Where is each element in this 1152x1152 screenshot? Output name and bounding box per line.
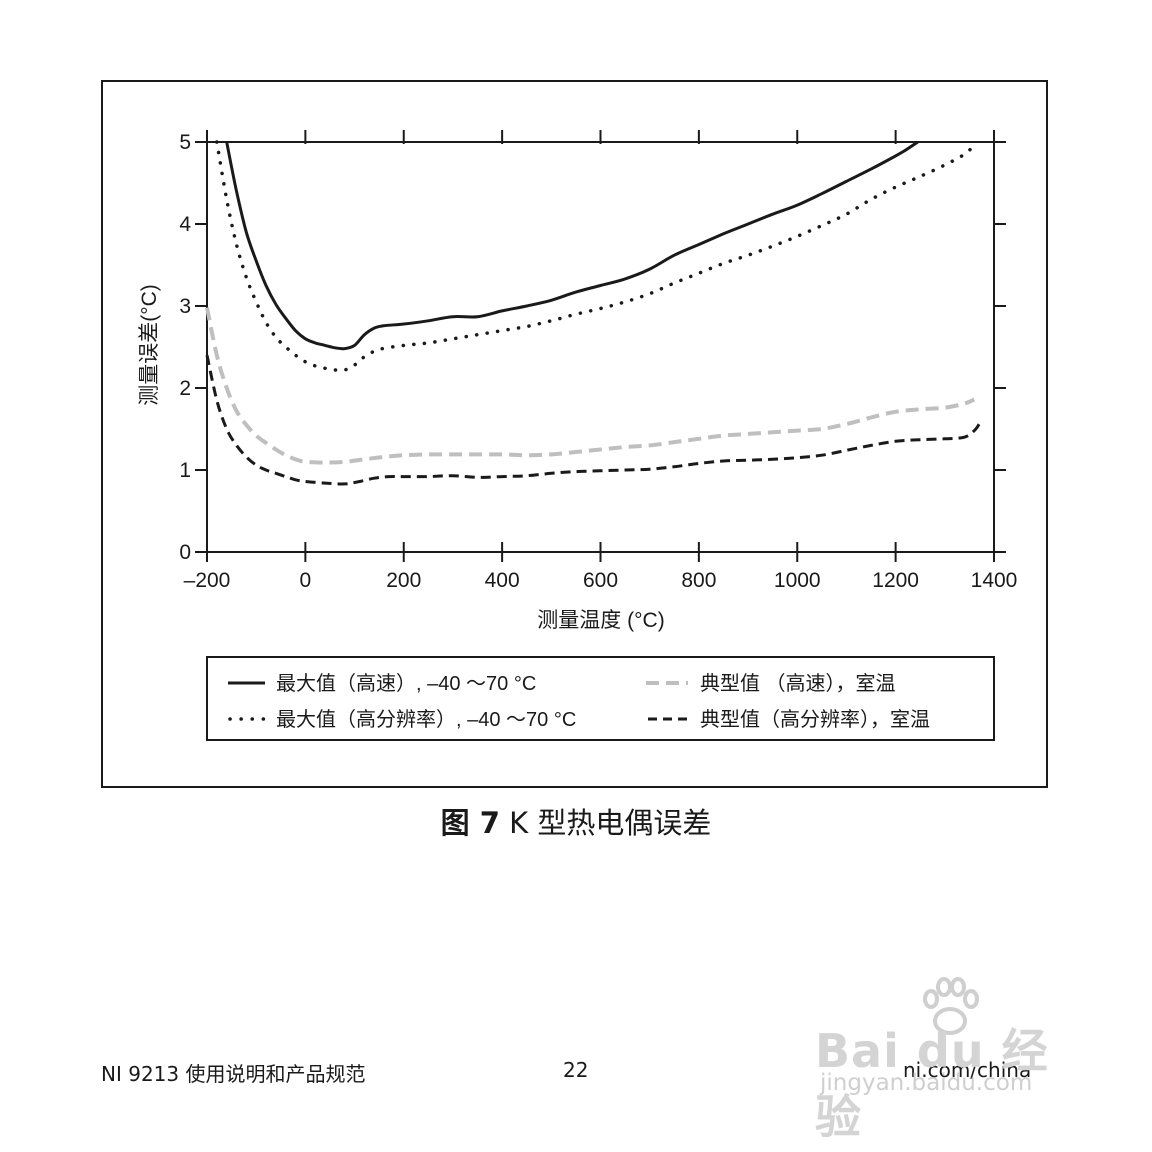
figure-label: 图 7 [440, 806, 500, 840]
figure-caption: 图 7 K 型热电偶误差 [0, 800, 1152, 842]
y-axis-ticks: 0 1 2 3 4 5 [179, 131, 1006, 564]
footer-doc-title: NI 9213 使用说明和产品规范 [101, 1062, 366, 1086]
watermark: Bai du 经验 jingyan.baidu.com [815, 975, 1085, 1144]
legend-label-max-high-speed: 最大值（高速）, –40 ～70 °C [276, 672, 536, 695]
chart-axes [195, 141, 1006, 553]
y-tick-label: 5 [179, 131, 191, 154]
legend: 最大值（高速）, –40 ～70 °C 最大值（高分辨率）, –40 ～70 °… [206, 656, 995, 741]
x-tick-label: 1400 [971, 569, 1018, 592]
legend-label-typ-high-speed: 典型值 （高速），室温 [700, 672, 896, 695]
series-typ-high-res [205, 354, 981, 486]
x-tick-label: 800 [681, 569, 716, 592]
x-tick-label: 400 [485, 569, 520, 592]
y-tick-label: 0 [179, 541, 191, 564]
y-tick-label: 4 [179, 213, 191, 236]
footer-site: ni.com/china [903, 1058, 1032, 1082]
series-max-high-speed [225, 140, 919, 351]
x-tick-label: 1200 [872, 569, 919, 592]
x-tick-label: 0 [300, 569, 312, 592]
y-tick-label: 3 [179, 295, 191, 318]
watermark-logo: Bai du 经验 [815, 1024, 1049, 1144]
x-axis-label: 测量温度 (°C) [537, 609, 664, 632]
watermark-url: jingyan.baidu.com [820, 1070, 1033, 1096]
legend-box [206, 656, 995, 741]
x-axis-ticks: –200 0 200 400 600 800 1000 1200 1400 [184, 130, 1018, 592]
figure-title: K 型热电偶误差 [509, 806, 712, 840]
y-axis-label: 测量误差(°C) [138, 284, 161, 406]
x-tick-label: –200 [184, 569, 231, 592]
legend-label-max-high-res: 最大值（高分辨率）, –40 ～70 °C [276, 708, 576, 731]
figure-frame [101, 80, 1048, 788]
k-type-error-chart: –200 0 200 400 600 800 1000 1200 1400 0 1 2 3 4 5 测量温… [138, 130, 1018, 741]
x-tick-label: 200 [386, 569, 421, 592]
legend-label-typ-high-res: 典型值（高分辨率），室温 [700, 708, 930, 731]
footer-page-number: 22 [563, 1058, 589, 1082]
x-tick-label: 1000 [774, 569, 821, 592]
x-tick-label: 600 [583, 569, 618, 592]
series-typ-high-speed [205, 307, 976, 465]
paw-icon [923, 977, 979, 1035]
series-lines [205, 140, 981, 486]
y-tick-label: 2 [179, 377, 191, 400]
y-tick-label: 1 [179, 459, 191, 482]
